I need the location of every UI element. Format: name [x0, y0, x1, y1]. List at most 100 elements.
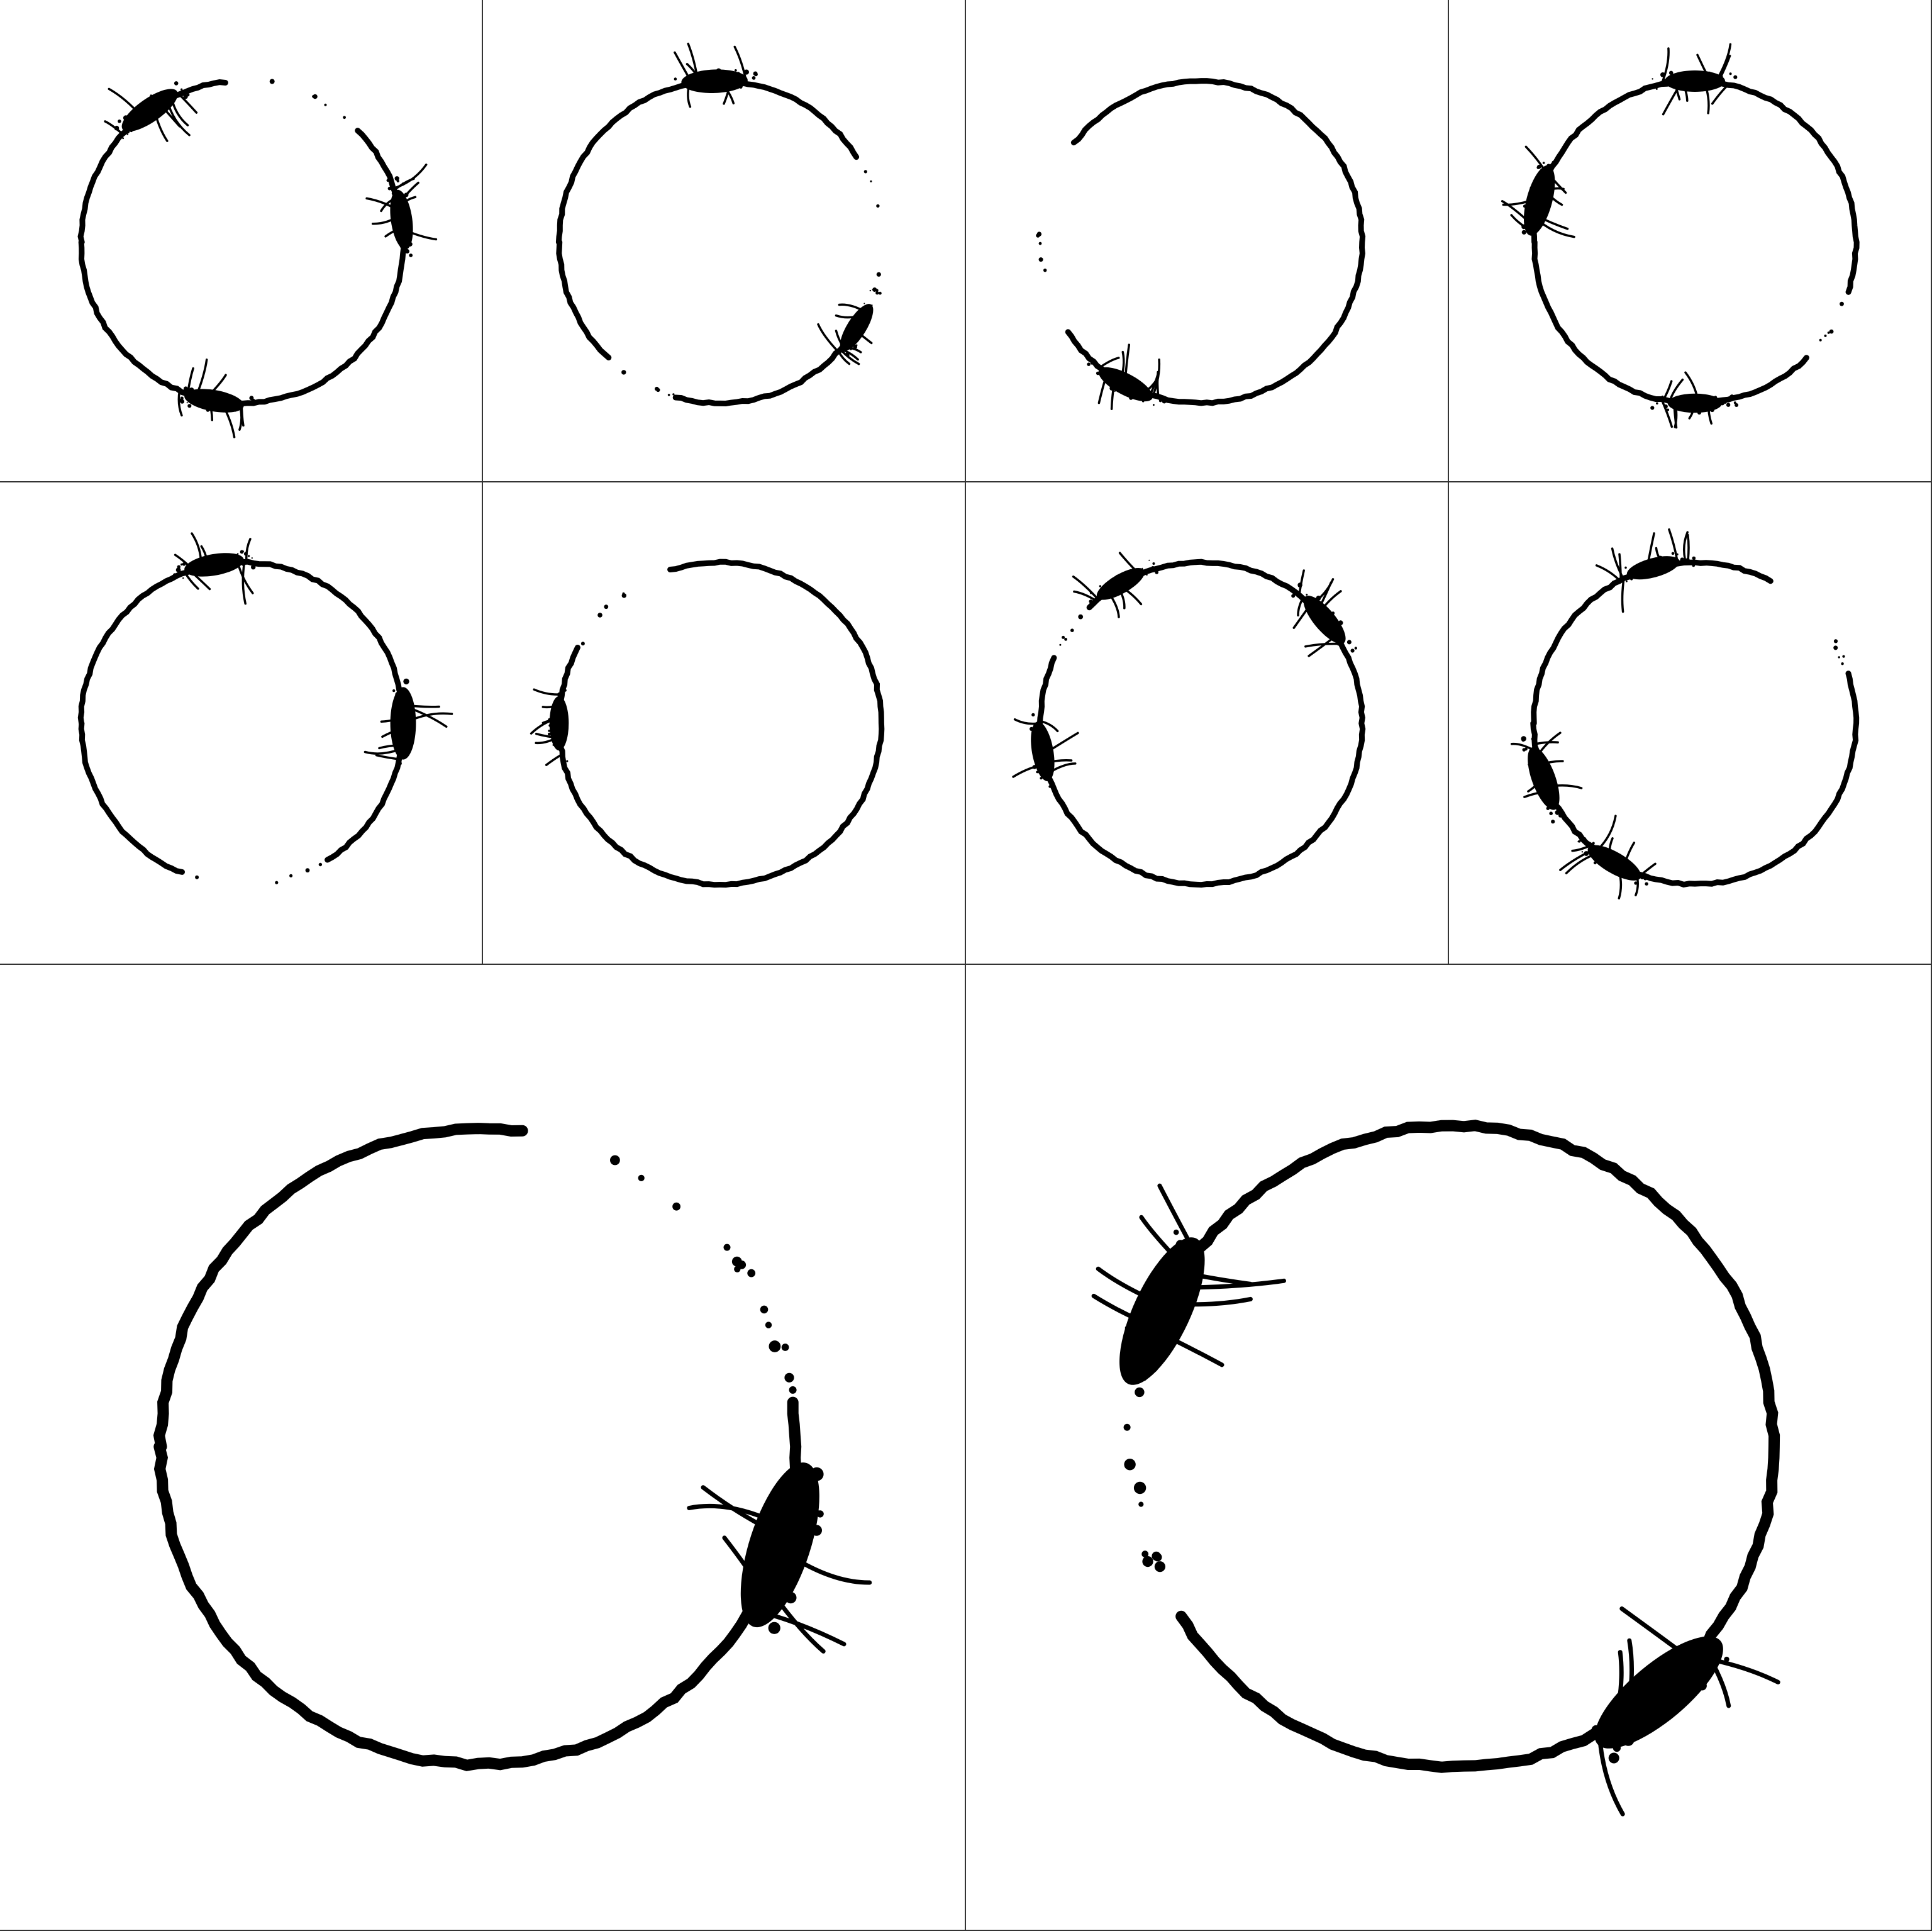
ink-speckle	[1537, 768, 1540, 771]
ink-speckle	[1670, 82, 1673, 85]
ink-speckle	[1639, 1682, 1652, 1695]
ink-speckle	[678, 84, 681, 88]
ink-speckle	[1641, 566, 1643, 569]
ink-speckle	[1692, 564, 1696, 567]
ink-speckle	[1596, 855, 1600, 858]
ink-cluster	[1626, 556, 1680, 580]
ink-tendril	[674, 51, 694, 85]
ink-tendril	[195, 359, 208, 398]
ink-speckle	[397, 732, 402, 737]
logogram-small-6	[530, 559, 885, 888]
ink-tendril	[397, 181, 419, 205]
ink-tendril	[1013, 718, 1041, 725]
ink-speckle	[736, 76, 738, 79]
ink-speckle	[754, 72, 758, 77]
ink-speckle	[1735, 403, 1739, 407]
ink-speckle	[1162, 399, 1167, 404]
ink-speckle	[1631, 870, 1636, 876]
ink-droplet	[1152, 1551, 1161, 1561]
ink-speckle	[118, 120, 121, 123]
ink-speckle	[1633, 566, 1636, 570]
ink-speckle	[1697, 71, 1701, 75]
ink-speckle	[716, 68, 721, 74]
ink-speckle	[1629, 874, 1634, 879]
ink-speckle	[399, 193, 404, 198]
ink-speckle	[216, 554, 219, 556]
ink-speckle	[1038, 755, 1044, 760]
ink-speckle	[788, 1472, 796, 1479]
logogram-small-1	[77, 79, 438, 438]
panel-cells	[77, 42, 1860, 1817]
ink-droplet	[305, 868, 310, 873]
ink-tendril	[1152, 1328, 1224, 1367]
ink-speckle	[387, 186, 392, 191]
ink-speckle	[1354, 647, 1357, 650]
ink-tendril	[1668, 378, 1684, 403]
ink-speckle	[140, 113, 143, 115]
ink-tendril	[165, 98, 191, 136]
ink-speckle	[1153, 404, 1155, 406]
ink-speckle	[189, 387, 194, 393]
ink-speckle	[138, 106, 143, 111]
ink-speckle	[1690, 1684, 1698, 1691]
ring-stroke	[556, 239, 612, 360]
ink-speckle	[1175, 1243, 1182, 1249]
ink-speckle	[1582, 837, 1587, 842]
ink-speckle	[404, 221, 409, 226]
ink-speckle	[1600, 855, 1604, 859]
ink-speckle	[752, 76, 756, 80]
ink-tendril	[240, 402, 245, 427]
ink-speckle	[122, 137, 125, 140]
ink-speckle	[767, 1539, 775, 1547]
ink-speckle	[229, 400, 233, 404]
ink-speckle	[1678, 1699, 1687, 1708]
ink-tendril	[1304, 642, 1343, 648]
ink-tendril	[1181, 1270, 1253, 1286]
ink-tendril	[1096, 1266, 1167, 1308]
ink-speckle	[1136, 390, 1141, 395]
ink-speckle	[409, 226, 411, 228]
ink-speckle	[869, 289, 872, 292]
ink-speckle	[867, 324, 869, 326]
ink-speckle	[1586, 841, 1588, 843]
ink-droplet	[1078, 614, 1084, 620]
ink-speckle	[223, 557, 228, 562]
ink-speckle	[718, 69, 719, 71]
ink-tendril	[1707, 401, 1713, 425]
ink-speckle	[552, 732, 556, 735]
ink-speckle	[1693, 560, 1694, 562]
ink-speckle	[554, 711, 557, 715]
logogram-small-3	[1036, 78, 1366, 410]
ink-droplet	[672, 393, 675, 396]
ink-speckle	[1552, 160, 1555, 164]
ink-speckle	[768, 1622, 780, 1634]
ink-tendril	[1548, 173, 1567, 194]
ink-speckle	[1538, 765, 1540, 768]
ink-speckle	[875, 289, 879, 292]
ink-speckle	[1671, 398, 1674, 401]
ink-droplet	[621, 370, 626, 375]
ink-speckle	[1593, 861, 1597, 865]
ink-speckle	[1608, 1752, 1619, 1764]
ink-tendril	[1117, 584, 1143, 606]
ink-speckle	[1521, 230, 1526, 235]
ink-tendril	[1655, 547, 1665, 567]
ink-speckle	[118, 135, 123, 139]
ink-speckle	[1613, 1744, 1621, 1752]
ink-speckle	[1090, 362, 1094, 365]
ink-speckle	[145, 113, 150, 117]
ink-speckle	[396, 721, 400, 726]
ink-speckle	[150, 94, 152, 97]
ink-speckle	[1541, 784, 1546, 789]
ink-speckle	[556, 734, 558, 737]
ink-droplet	[781, 1344, 789, 1351]
ink-speckle	[875, 291, 879, 295]
ink-speckle	[405, 236, 409, 239]
ink-speckle	[180, 88, 183, 91]
ink-speckle	[1668, 562, 1674, 567]
ink-speckle	[1044, 775, 1049, 780]
ink-droplet	[723, 1244, 731, 1251]
ink-tendril	[1072, 575, 1100, 601]
ink-droplet	[1833, 639, 1838, 643]
